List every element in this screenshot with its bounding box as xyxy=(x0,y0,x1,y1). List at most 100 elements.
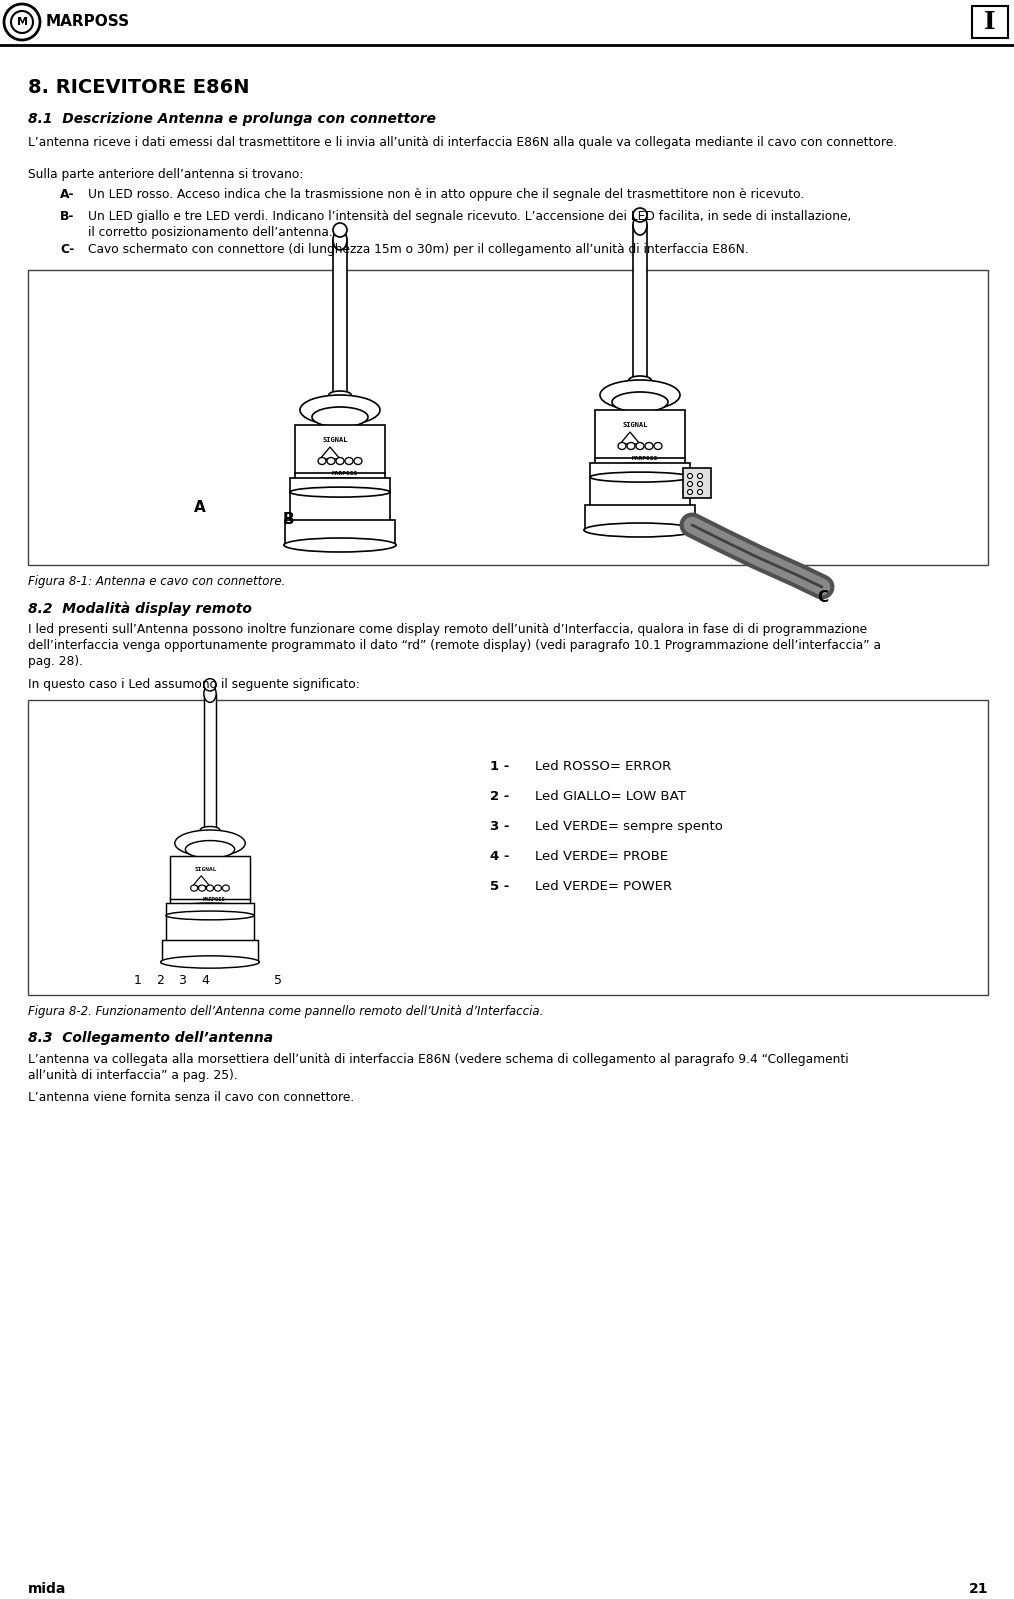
Ellipse shape xyxy=(327,457,335,464)
Text: Figura 8-1: Antenna e cavo con connettore.: Figura 8-1: Antenna e cavo con connettor… xyxy=(28,576,285,588)
Ellipse shape xyxy=(612,392,668,413)
Text: Led ROSSO= ERROR: Led ROSSO= ERROR xyxy=(535,760,671,772)
Ellipse shape xyxy=(333,230,347,249)
Text: MARPOSS: MARPOSS xyxy=(203,897,226,902)
Bar xyxy=(683,469,711,497)
Polygon shape xyxy=(193,876,210,886)
Text: pag. 28).: pag. 28). xyxy=(28,656,83,668)
Text: MARPOSS: MARPOSS xyxy=(332,472,358,477)
Circle shape xyxy=(204,678,216,691)
Circle shape xyxy=(698,473,703,478)
Text: dell’interfaccia venga opportunamente programmato il dato “rd” (remote display) : dell’interfaccia venga opportunamente pr… xyxy=(28,640,881,652)
Text: 8.2  Modalità display remoto: 8.2 Modalità display remoto xyxy=(28,601,251,616)
Text: Figura 8-2. Funzionamento dell’Antenna come pannello remoto dell’Unità d’Interfa: Figura 8-2. Funzionamento dell’Antenna c… xyxy=(28,1006,544,1019)
Text: Led VERDE= sempre spento: Led VERDE= sempre spento xyxy=(535,820,723,833)
Text: I: I xyxy=(985,10,996,34)
Text: Led VERDE= PROBE: Led VERDE= PROBE xyxy=(535,851,668,863)
Ellipse shape xyxy=(590,472,690,483)
Bar xyxy=(585,505,695,529)
Ellipse shape xyxy=(200,833,220,841)
Ellipse shape xyxy=(318,457,325,464)
Ellipse shape xyxy=(654,443,662,449)
Bar xyxy=(333,240,347,405)
Ellipse shape xyxy=(629,384,651,392)
Bar xyxy=(170,857,249,910)
Bar xyxy=(633,225,647,390)
Text: Led VERDE= POWER: Led VERDE= POWER xyxy=(535,879,672,892)
Bar xyxy=(204,694,216,839)
Text: 4 -: 4 - xyxy=(490,851,509,863)
Ellipse shape xyxy=(290,488,390,497)
Ellipse shape xyxy=(584,523,696,537)
Ellipse shape xyxy=(645,443,653,449)
Text: C-: C- xyxy=(60,243,74,256)
Ellipse shape xyxy=(293,478,387,492)
Bar xyxy=(285,520,395,545)
Ellipse shape xyxy=(329,392,351,400)
Ellipse shape xyxy=(336,457,344,464)
Text: Un LED giallo e tre LED verdi. Indicano l’intensità del segnale ricevuto. L’acce: Un LED giallo e tre LED verdi. Indicano … xyxy=(88,209,852,222)
Ellipse shape xyxy=(186,841,234,859)
Circle shape xyxy=(687,473,693,478)
Bar xyxy=(166,903,254,945)
Text: 3: 3 xyxy=(178,974,186,987)
Ellipse shape xyxy=(636,443,644,449)
Ellipse shape xyxy=(160,956,260,967)
Text: il corretto posizionamento dell’antenna.: il corretto posizionamento dell’antenna. xyxy=(88,225,333,238)
Text: 8.3  Collegamento dell’antenna: 8.3 Collegamento dell’antenna xyxy=(28,1031,273,1046)
Text: M: M xyxy=(16,18,27,27)
Text: Cavo schermato con connettore (di lunghezza 15m o 30m) per il collegamento all’u: Cavo schermato con connettore (di lunghe… xyxy=(88,243,748,256)
Text: A-: A- xyxy=(60,189,74,201)
Text: 5 -: 5 - xyxy=(490,879,509,892)
Text: 2: 2 xyxy=(156,974,164,987)
Ellipse shape xyxy=(629,376,651,384)
Ellipse shape xyxy=(300,395,380,425)
Bar xyxy=(595,409,685,470)
Ellipse shape xyxy=(593,464,687,477)
Text: mida: mida xyxy=(28,1581,66,1596)
Text: C: C xyxy=(817,590,828,604)
Text: MARPOSS: MARPOSS xyxy=(46,14,130,29)
Text: SIGNAL: SIGNAL xyxy=(623,422,648,429)
Circle shape xyxy=(698,489,703,494)
Ellipse shape xyxy=(312,408,368,427)
Text: MARPOSS: MARPOSS xyxy=(632,456,658,461)
Ellipse shape xyxy=(618,443,626,449)
Text: I led presenti sull’Antenna possono inoltre funzionare come display remoto dell’: I led presenti sull’Antenna possono inol… xyxy=(28,624,867,636)
Circle shape xyxy=(333,222,347,237)
Text: L’antenna va collegata alla morsettiera dell’unità di interfaccia E86N (vedere s: L’antenna va collegata alla morsettiera … xyxy=(28,1054,849,1067)
Circle shape xyxy=(698,481,703,486)
FancyBboxPatch shape xyxy=(972,6,1008,38)
Text: B-: B- xyxy=(60,209,74,222)
Text: 2 -: 2 - xyxy=(490,790,509,803)
Ellipse shape xyxy=(222,884,229,891)
Text: 5: 5 xyxy=(274,974,282,987)
Text: 21: 21 xyxy=(968,1581,988,1596)
Text: Sulla parte anteriore dell’antenna si trovano:: Sulla parte anteriore dell’antenna si tr… xyxy=(28,168,303,181)
Ellipse shape xyxy=(600,381,680,409)
Ellipse shape xyxy=(168,903,251,915)
Ellipse shape xyxy=(207,884,214,891)
Ellipse shape xyxy=(199,884,206,891)
Bar xyxy=(295,425,385,484)
Text: Un LED rosso. Acceso indica che la trasmissione non è in atto oppure che il segn: Un LED rosso. Acceso indica che la trasm… xyxy=(88,189,804,201)
Text: 3 -: 3 - xyxy=(490,820,509,833)
Bar xyxy=(161,940,259,963)
Text: B: B xyxy=(282,512,294,528)
Ellipse shape xyxy=(191,884,198,891)
Text: 1: 1 xyxy=(134,974,142,987)
Polygon shape xyxy=(320,448,340,459)
Text: all’unità di interfaccia” a pag. 25).: all’unità di interfaccia” a pag. 25). xyxy=(28,1070,237,1083)
Ellipse shape xyxy=(193,841,227,854)
Text: 4: 4 xyxy=(201,974,209,987)
Polygon shape xyxy=(620,432,640,445)
Text: SIGNAL: SIGNAL xyxy=(195,867,217,871)
Ellipse shape xyxy=(204,684,216,702)
Ellipse shape xyxy=(320,408,360,422)
Bar xyxy=(290,478,390,524)
Text: 8. RICEVITORE E86N: 8. RICEVITORE E86N xyxy=(28,78,249,98)
Text: L’antenna riceve i dati emessi dal trasmettitore e li invia all’unità di interfa: L’antenna riceve i dati emessi dal trasm… xyxy=(28,136,897,149)
Ellipse shape xyxy=(354,457,362,464)
Text: 1 -: 1 - xyxy=(490,760,509,772)
Ellipse shape xyxy=(620,392,660,408)
